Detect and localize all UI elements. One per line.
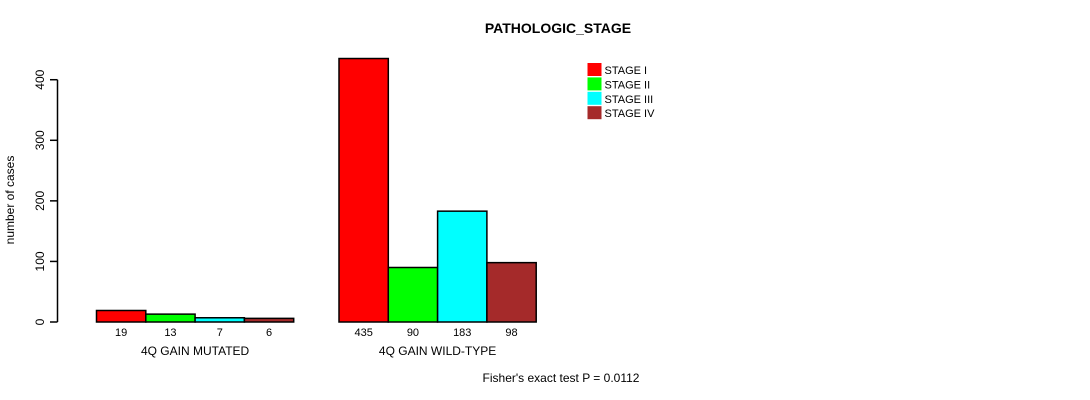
- legend: STAGE I STAGE II STAGE III STAGE IV: [587, 63, 656, 120]
- y-axis-tick-label: 100: [33, 251, 47, 271]
- bar-value-label-stage-ii-4q-gain-mutated: 13: [164, 327, 176, 339]
- x-category-label-4q-gain-wild-type: 4Q GAIN WILD-TYPE: [379, 344, 496, 358]
- bar-stage-iv-4q-gain-mutated: [243, 317, 295, 323]
- bar-stage-ii-4q-gain-wild-type: [387, 266, 439, 323]
- y-axis-tick-label: 200: [33, 191, 47, 211]
- bar-value-label-stage-iv-4q-gain-wild-type: 98: [505, 327, 517, 339]
- y-axis-tick-label: 0: [33, 318, 47, 325]
- bar-stage-i-4q-gain-mutated: [95, 309, 147, 323]
- x-category-label-4q-gain-mutated: 4Q GAIN MUTATED: [141, 344, 250, 358]
- axis-labels-group: 19 13 7 6 4Q GAIN MUTATED 435 90 183 98 4Q GAIN W…: [115, 327, 518, 358]
- bar-value-label-stage-iv-4q-gain-mutated: 6: [266, 327, 272, 339]
- bar-value-label-stage-iii-4q-gain-mutated: 7: [217, 327, 223, 339]
- y-axis: 0 100 200 300 400: [33, 69, 59, 325]
- footnote-pvalue: Fisher's exact test P = 0.0112: [483, 371, 640, 385]
- bar-stage-i-4q-gain-wild-type: [338, 57, 390, 323]
- bar-value-label-stage-iii-4q-gain-wild-type: 183: [453, 327, 471, 339]
- legend-swatch-stage-iii: [587, 91, 602, 105]
- bar-stage-ii-4q-gain-mutated: [145, 313, 196, 323]
- legend-label-stage-i: STAGE I: [605, 65, 648, 77]
- y-axis-tick-label: 400: [33, 69, 47, 89]
- legend-label-stage-ii: STAGE II: [605, 79, 651, 91]
- bar-stage-iv-4q-gain-wild-type: [486, 261, 537, 323]
- legend-swatch-stage-ii: [587, 77, 602, 91]
- bars-group: [95, 57, 537, 323]
- bar-value-label-stage-i-4q-gain-wild-type: 435: [354, 327, 372, 339]
- legend-label-stage-iii: STAGE III: [605, 94, 654, 106]
- bar-value-label-stage-i-4q-gain-mutated: 19: [115, 327, 127, 339]
- bar-value-label-stage-ii-4q-gain-wild-type: 90: [407, 327, 419, 339]
- y-axis-title: number of cases: [3, 156, 17, 245]
- y-axis-tick-label: 300: [33, 130, 47, 150]
- bar-stage-iii-4q-gain-mutated: [194, 317, 246, 323]
- bar-stage-iii-4q-gain-wild-type: [436, 210, 488, 323]
- legend-swatch-stage-i: [587, 63, 602, 76]
- chart-title: PATHOLOGIC_STAGE: [485, 20, 631, 36]
- legend-swatch-stage-iv: [587, 106, 602, 120]
- legend-label-stage-iv: STAGE IV: [605, 108, 656, 120]
